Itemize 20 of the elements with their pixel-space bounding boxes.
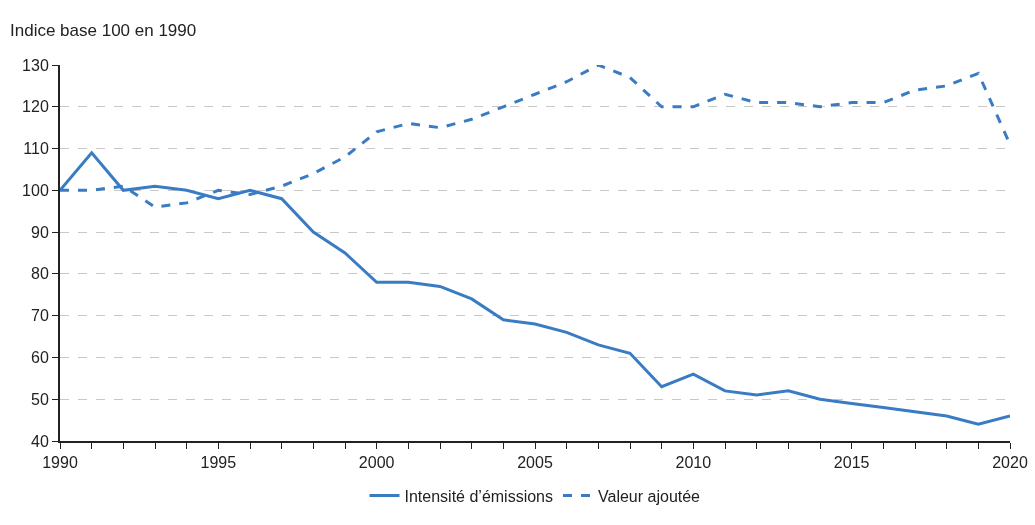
x-tick-label: 2000: [358, 454, 395, 472]
y-tick-label: 70: [31, 307, 49, 325]
y-tick-label: 40: [31, 432, 49, 450]
y-tick-label: 80: [31, 265, 49, 283]
y-tick-label: 120: [22, 98, 49, 116]
legend-label: Valeur ajoutée: [598, 487, 701, 505]
y-tick-label: 110: [23, 140, 49, 158]
y-tick-label: 60: [31, 349, 49, 367]
x-tick-label: 1995: [200, 454, 237, 472]
y-tick-label: 90: [31, 223, 49, 241]
y-axis-title: Indice base 100 en 1990: [10, 21, 197, 40]
x-tick-label: 1990: [42, 454, 78, 472]
y-tick-label: 100: [22, 181, 49, 199]
y-tick-label: 50: [31, 390, 49, 408]
legend-label: Intensité d’émissions: [404, 487, 554, 505]
y-tick-label: 130: [22, 56, 49, 74]
x-tick-label: 2005: [517, 454, 553, 472]
x-tick-label: 2020: [992, 454, 1028, 472]
x-tick-label: 2015: [833, 454, 870, 472]
x-tick-label: 2010: [675, 454, 712, 472]
